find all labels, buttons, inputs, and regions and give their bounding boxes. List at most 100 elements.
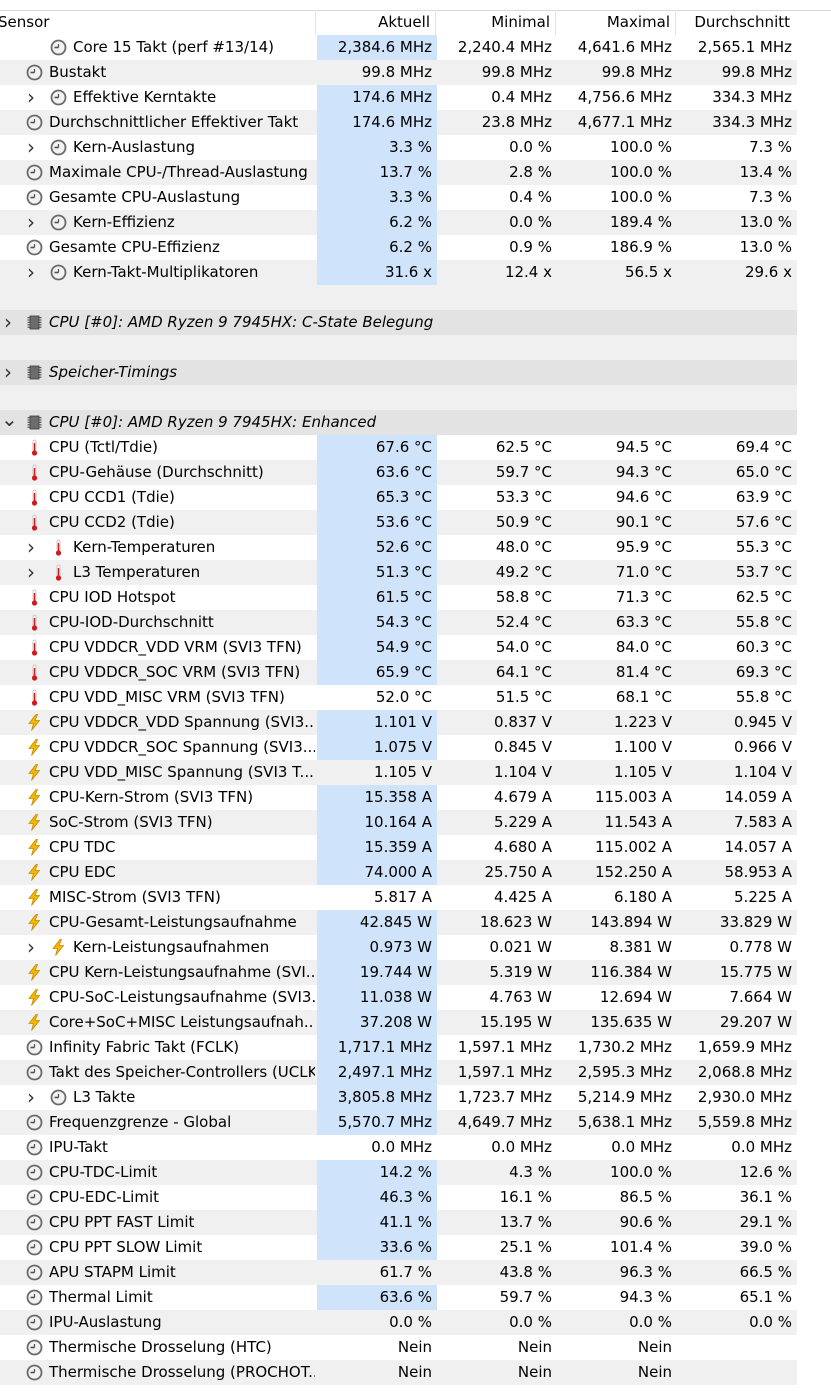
sensor-row[interactable]: › L3 Takte 3,805.8 MHz 1,723.7 MHz 5,214.9 M… [0,1085,797,1110]
value-max: 71.3 °C [615,588,672,606]
sensor-row[interactable]: › Effektive Kerntakte 174.6 MHz 0.4 MHz 4,75… [0,85,797,110]
column-header-avg[interactable]: Durchschnitt [675,10,795,35]
value-avg: 66.5 % [739,1263,792,1281]
value-max: 71.0 °C [615,563,672,581]
sensor-row[interactable]: Infinity Fabric Takt (FCLK) 1,717.1 MHz 1,… [0,1035,797,1060]
value-current: 1.075 V [317,735,437,760]
sensor-row[interactable]: Thermische Drosselung (HTC) Nein Nein Nein [0,1335,797,1360]
sensor-row[interactable]: CPU PPT SLOW Limit 33.6 % 25.1 % 101.4 % 39.… [0,1235,797,1260]
value-avg: 7.3 % [749,188,792,206]
column-header-max[interactable]: Maximal [555,10,675,35]
clock-icon [26,1139,43,1156]
chevron-right-icon[interactable]: › [4,310,12,334]
sensor-row[interactable]: CPU VDDCR_VDD Spannung (SVI3... 1.101 V 0.… [0,710,797,735]
sensor-row[interactable]: CPU-Gehäuse (Durchschnitt) 63.6 °C 59.7 °C… [0,460,797,485]
chevron-right-icon[interactable]: › [27,260,35,284]
sensor-row[interactable]: › Kern-Takt-Multiplikatoren 31.6 x 12.4 x 56… [0,260,797,285]
sensor-row[interactable]: Gesamte CPU-Effizienz 6.2 % 0.9 % 186.9 % 13… [0,235,797,260]
sensor-row[interactable]: Thermal Limit 63.6 % 59.7 % 94.3 % 65.1 % [0,1285,797,1310]
sensor-row[interactable]: CPU (Tctl/Tdie) 67.6 °C 62.5 °C 94.5 °C 69.4… [0,435,797,460]
chevron-right-icon[interactable]: › [27,560,35,584]
sensor-row[interactable]: IPU-Auslastung 0.0 % 0.0 % 0.0 % 0.0 % [0,1310,797,1335]
sensor-group-header[interactable]: › CPU [#0]: AMD Ryzen 9 7945HX: C-State B… [0,310,797,335]
sensor-label: CPU-Gesamt-Leistungsaufnahme [49,913,297,931]
chevron-right-icon[interactable]: › [27,85,35,109]
chevron-right-icon[interactable]: › [4,360,12,384]
value-avg: 2,565.1 MHz [697,38,792,56]
sensor-row[interactable]: Frequenzgrenze - Global 5,570.7 MHz 4,649.… [0,1110,797,1135]
sensor-row[interactable]: CPU-Kern-Strom (SVI3 TFN) 15.358 A 4.679 A… [0,785,797,810]
sensor-row[interactable]: Core 15 Takt (perf #13/14) 2,384.6 MHz 2,2… [0,35,797,60]
sensor-group-header[interactable]: ⌄ CPU [#0]: AMD Ryzen 9 7945HX: Enhanced [0,407,797,435]
value-current: 0.0 MHz [371,1138,432,1156]
column-header-min[interactable]: Minimal [435,10,555,35]
sensor-table: Core 15 Takt (perf #13/14) 2,384.6 MHz 2,2… [0,35,831,1385]
value-avg: 65.0 °C [735,463,792,481]
value-min: 59.7 °C [495,463,552,481]
sensor-row[interactable]: Thermische Drosselung (PROCHOT... Nein Nei… [0,1360,797,1385]
clock-icon [50,39,67,56]
sensor-label: Effektive Kerntakte [73,88,217,106]
sensor-row[interactable]: CPU-IOD-Durchschnitt 54.3 °C 52.4 °C 63.3 °… [0,610,797,635]
sensor-row[interactable]: CPU VDD_MISC VRM (SVI3 TFN) 52.0 °C 51.5 °… [0,685,797,710]
sensor-row[interactable]: › Kern-Effizienz 6.2 % 0.0 % 189.4 % 13.0 % [0,210,797,235]
sensor-row[interactable]: Maximale CPU-/Thread-Auslastung 13.7 % 2.8… [0,160,797,185]
value-max: 68.1 °C [615,688,672,706]
sensor-group-header[interactable]: › Speicher-Timings [0,360,797,385]
sensor-row[interactable]: Gesamte CPU-Auslastung 3.3 % 0.4 % 100.0 % 7… [0,185,797,210]
sensor-row[interactable]: › Kern-Temperaturen 52.6 °C 48.0 °C 95.9 °C 5… [0,535,797,560]
sensor-row[interactable]: › L3 Temperaturen 51.3 °C 49.2 °C 71.0 °C 53.… [0,560,797,585]
sensor-row[interactable]: SoC-Strom (SVI3 TFN) 10.164 A 5.229 A 11.54… [0,810,797,835]
sensor-label: CPU PPT SLOW Limit [49,1238,203,1256]
clock-icon-wrap [26,1339,43,1356]
value-avg: 57.6 °C [735,513,792,531]
chevron-right-icon[interactable]: › [27,1085,35,1109]
sensor-row[interactable]: CPU VDDCR_SOC Spannung (SVI3... 1.075 V 0.… [0,735,797,760]
sensor-row[interactable]: CPU Kern-Leistungsaufnahme (SVI... 19.744… [0,960,797,985]
sensor-row[interactable]: Durchschnittlicher Effektiver Takt 174.6 … [0,110,797,135]
sensor-row[interactable]: Core+SoC+MISC Leistungsaufnah... 37.208 W… [0,1010,797,1035]
bolt-icon-wrap [26,739,43,756]
sensor-row[interactable]: CPU-SoC-Leistungsaufnahme (SVI3... 11.038… [0,985,797,1010]
sensor-row[interactable]: CPU PPT FAST Limit 41.1 % 13.7 % 90.6 % 29.1… [0,1210,797,1235]
sensor-row[interactable]: CPU VDDCR_SOC VRM (SVI3 TFN) 65.9 °C 64.1 … [0,660,797,685]
sensor-row[interactable]: CPU CCD1 (Tdie) 65.3 °C 53.3 °C 94.6 °C 63.9… [0,485,797,510]
sensor-row[interactable]: › Kern-Auslastung 3.3 % 0.0 % 100.0 % 7.3 % [0,135,797,160]
chevron-right-icon[interactable]: › [27,935,35,959]
value-max: 0.0 % [629,1313,672,1331]
sensor-row[interactable]: CPU-Gesamt-Leistungsaufnahme 42.845 W 18.6… [0,910,797,935]
chevron-right-icon[interactable]: › [27,135,35,159]
chevron-down-icon[interactable]: ⌄ [1,407,18,431]
sensor-row[interactable]: APU STAPM Limit 61.7 % 43.8 % 96.3 % 66.5 % [0,1260,797,1285]
chevron-right-icon[interactable]: › [27,535,35,559]
sensor-row[interactable]: Takt des Speicher-Controllers (UCLK) 2,49… [0,1060,797,1085]
chevron-right-icon[interactable]: › [27,210,35,234]
clock-icon [26,1239,43,1256]
sensor-row[interactable]: CPU VDD_MISC Spannung (SVI3 T... 1.105 V 1… [0,760,797,785]
value-min: Nein [517,1338,552,1356]
sensor-row[interactable]: CPU CCD2 (Tdie) 53.6 °C 50.9 °C 90.1 °C 57.6… [0,510,797,535]
value-current: 52.0 °C [375,688,432,706]
value-min: 64.1 °C [495,663,552,681]
value-current: 63.6 % [317,1285,437,1310]
sensor-row[interactable]: CPU-EDC-Limit 46.3 % 16.1 % 86.5 % 36.1 % [0,1185,797,1210]
thermometer-icon [31,614,38,631]
sensor-label: CPU-EDC-Limit [49,1188,160,1206]
sensor-row[interactable]: › Kern-Leistungsaufnahmen 0.973 W 0.021 W 8.… [0,935,797,960]
sensor-row[interactable]: Bustakt 99.8 MHz 99.8 MHz 99.8 MHz 99.8 MHz [0,60,797,85]
value-max: 12.694 W [599,988,672,1006]
column-header-current[interactable]: Aktuell [315,10,435,35]
clock-icon-wrap [26,1039,43,1056]
sensor-row[interactable]: IPU-Takt 0.0 MHz 0.0 MHz 0.0 MHz 0.0 MHz [0,1135,797,1160]
column-header-sensor[interactable]: Sensor [0,13,50,31]
sensor-row[interactable]: CPU-TDC-Limit 14.2 % 4.3 % 100.0 % 12.6 % [0,1160,797,1185]
sensor-row[interactable]: CPU IOD Hotspot 61.5 °C 58.8 °C 71.3 °C 62.5… [0,585,797,610]
sensor-row[interactable]: CPU EDC 74.000 A 25.750 A 152.250 A 58.953 A [0,860,797,885]
clock-icon-wrap [26,1139,43,1156]
value-current: 61.7 % [379,1263,432,1281]
sensor-row[interactable]: MISC-Strom (SVI3 TFN) 5.817 A 4.425 A 6.180… [0,885,797,910]
sensor-row[interactable]: CPU TDC 15.359 A 4.680 A 115.002 A 14.057 A [0,835,797,860]
value-max: 100.0 % [610,188,672,206]
value-min: 1,723.7 MHz [457,1088,552,1106]
sensor-row[interactable]: CPU VDDCR_VDD VRM (SVI3 TFN) 54.9 °C 54.0 … [0,635,797,660]
